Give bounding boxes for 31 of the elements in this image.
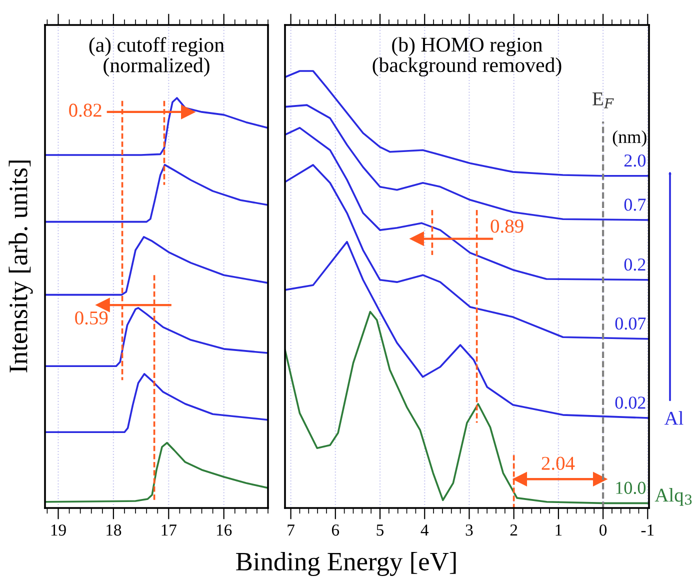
x-tick-label: 5 bbox=[376, 524, 384, 536]
y-axis-title: Intensity [arb. units] bbox=[8, 160, 33, 372]
annotation: 0.89 bbox=[490, 220, 524, 233]
x-tick-label: 18 bbox=[106, 524, 122, 536]
series-label: 0.7 bbox=[624, 198, 646, 211]
x-tick-label: 4 bbox=[420, 524, 429, 536]
chart-title: (a) cutoff region (normalized) bbox=[89, 37, 224, 77]
x-tick-label: 6 bbox=[332, 524, 340, 536]
text: Al bbox=[664, 411, 684, 425]
x-tick-label: 1 bbox=[556, 524, 562, 536]
x-tick-label: 19 bbox=[51, 524, 66, 536]
x-tick-label: -1 bbox=[641, 524, 654, 536]
annotation: 2.04 bbox=[542, 456, 575, 470]
x-tick-label: 16 bbox=[216, 524, 232, 536]
x-tick-label: 0 bbox=[600, 524, 607, 536]
x-tick-label: 7 bbox=[288, 524, 294, 536]
series-label: 0.07 bbox=[615, 317, 646, 330]
series-label: 0.02 bbox=[615, 396, 646, 409]
annotation: 0.82 bbox=[69, 104, 102, 117]
series-label: 2.0 bbox=[624, 154, 646, 167]
ref-line-label: E$_{F}$ bbox=[592, 92, 614, 108]
chart-title: (b) HOMO region (background removed) bbox=[372, 37, 562, 76]
x-tick-label: 3 bbox=[466, 524, 473, 536]
legend-title: (nm) bbox=[612, 130, 646, 147]
x-tick-label: 2 bbox=[510, 524, 518, 536]
text: Alq$_{3}$ bbox=[654, 488, 692, 506]
series-label: 0.2 bbox=[624, 258, 646, 271]
x-tick-label: 17 bbox=[162, 524, 176, 536]
x-axis-title: Binding Energy [eV] bbox=[236, 552, 456, 576]
series-label: 10.0 bbox=[616, 482, 646, 494]
annotation: 0.59 bbox=[75, 311, 108, 325]
